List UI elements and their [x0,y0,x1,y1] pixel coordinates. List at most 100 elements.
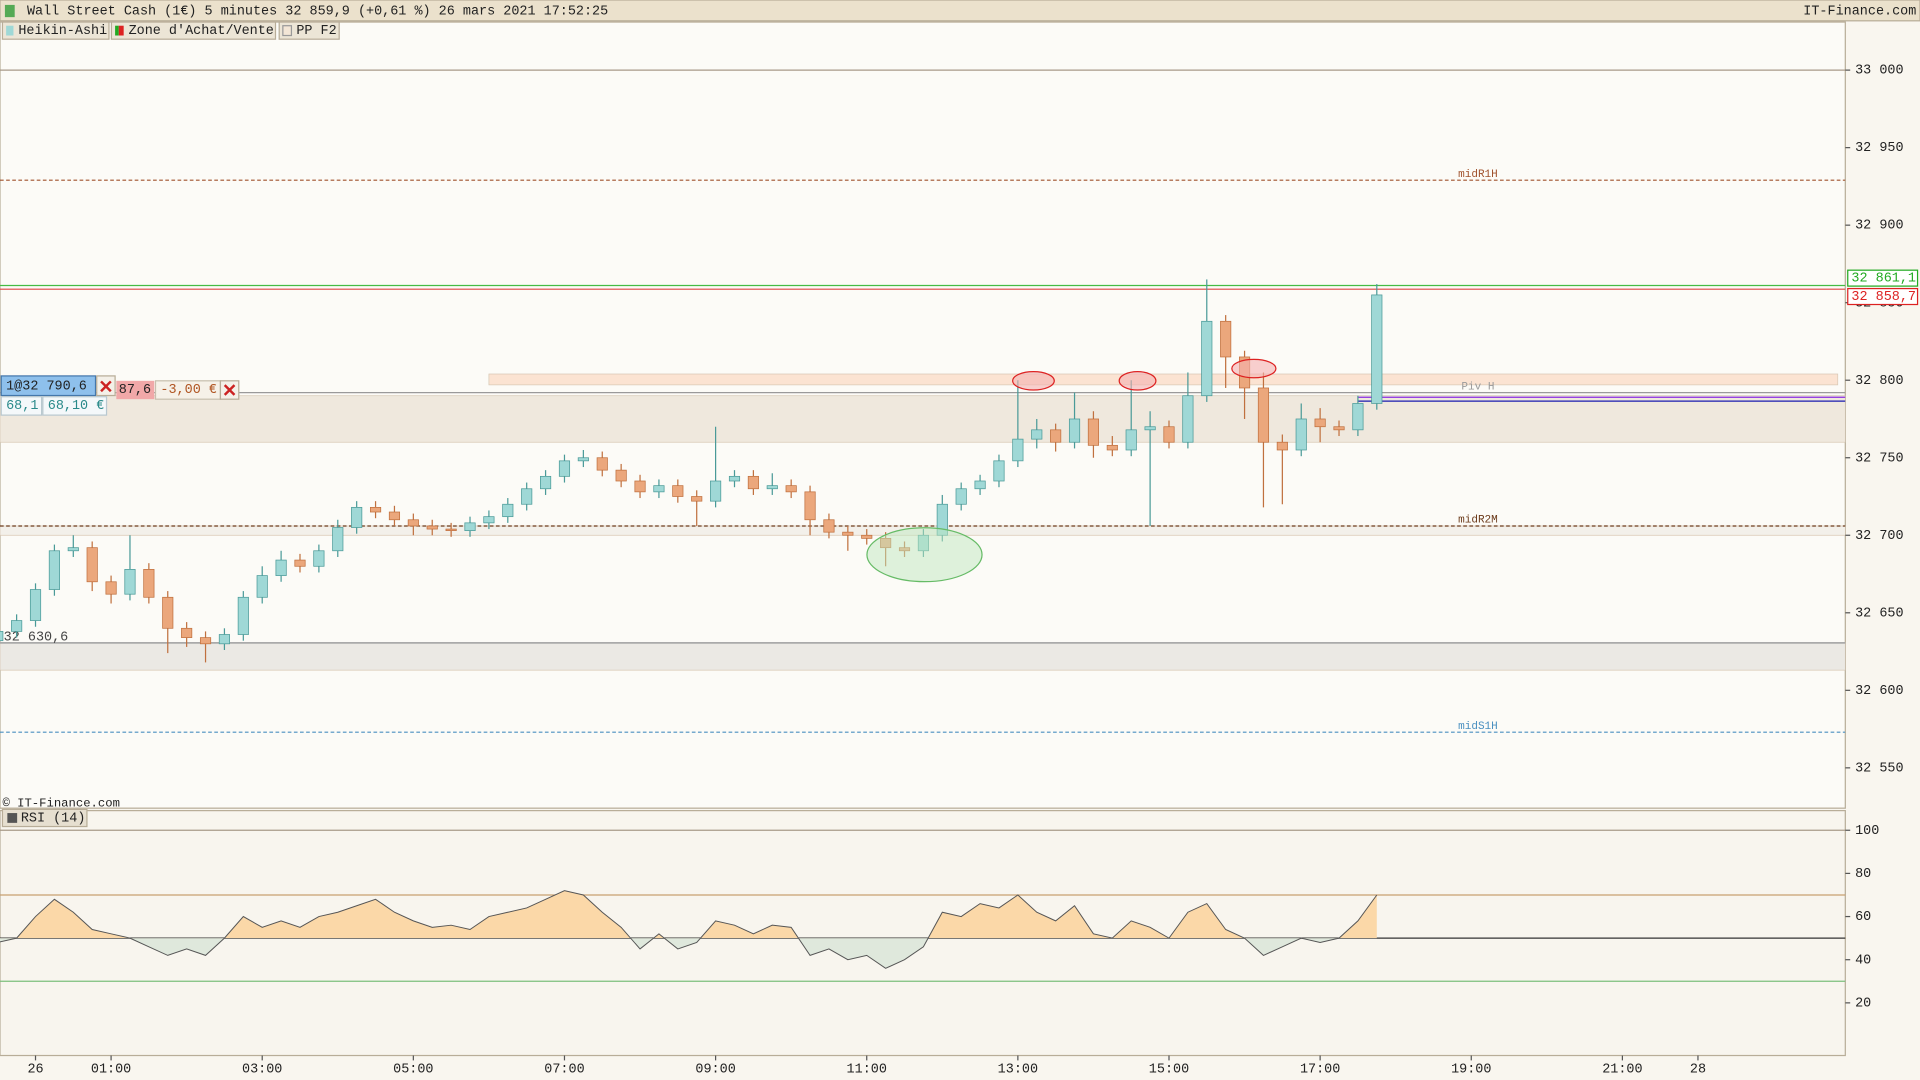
candle-body [540,475,552,490]
candle-body [143,569,155,598]
x-tick-label: 13:00 [998,1063,1038,1078]
candle-body [823,519,835,533]
candle-body [105,581,117,595]
legend-box [278,21,340,40]
annotation-ellipse [1118,371,1157,391]
x-tick-label: 21:00 [1602,1063,1642,1078]
close-icon [223,384,236,396]
candle-body [1125,429,1137,451]
candle-body [728,475,741,482]
candle-body [521,488,533,505]
candle-body [1314,418,1326,428]
candle-body [162,596,174,629]
candle-body [388,511,401,521]
y-tick-label: 32 600 [1855,684,1903,699]
header-brand: IT-Finance.com [1803,5,1916,20]
candle-body [955,488,967,505]
close-icon [100,380,112,393]
level-label: midR1H [1458,169,1498,181]
candle-body [0,631,4,642]
copyright: © IT-Finance.com [2,796,119,810]
y-tick-label: 32 900 [1855,219,1903,234]
candle-body [407,519,419,527]
candle-body [1220,320,1232,358]
legend-box [110,21,277,40]
candle-body [974,480,986,490]
legend: Heikin-Ashi Zone d'Achat/Vente PP F2 [1,21,340,40]
legend-swatch [282,25,293,37]
legend-item: Zone d'Achat/Vente [129,24,274,39]
candle-body [29,589,42,621]
candle-body [294,559,306,567]
rsi-y-tick-label: 80 [1855,867,1871,882]
candle-body [1031,429,1043,440]
annotations [866,358,1277,583]
candle-body [1276,441,1288,451]
legend-swatch [118,25,124,36]
amount: 68,10 € [48,399,105,414]
zone [488,373,1839,386]
candle-body [1106,444,1118,451]
price-tag-label: 32 858,7 [1851,290,1916,305]
candle-body [426,525,438,530]
header-icon [4,4,15,18]
qty-box [0,396,43,416]
candle-body [747,475,759,490]
candle-body [256,575,268,598]
pnl-points: 87,6 [119,383,151,398]
zone [0,642,1846,671]
candle-body [1144,426,1156,431]
order-panel: 1@32 790,6 87,6 -3,00 € 68,1 68,10 € [0,375,240,416]
pnl: -3,00 € [160,383,217,398]
candle-body [577,457,589,462]
candle-body [483,516,495,524]
y-tick-label: 32 750 [1855,451,1903,466]
header-title: Wall Street Cash (1€) 5 minutes 32 859,9… [27,5,608,20]
rsi-legend-box [1,808,88,828]
price-tag-label: 32 861,1 [1851,272,1916,287]
price-tag [1847,269,1919,287]
order-entry-box[interactable] [0,375,97,397]
candle-body [766,485,778,490]
x-tick-label: 11:00 [847,1063,887,1078]
rsi-y-tick-label: 60 [1855,910,1871,925]
candle-body [1050,429,1062,443]
price-tag [1847,287,1919,306]
candle-body [199,637,212,645]
candle-body [332,527,344,552]
level-label: midR2M [1458,515,1498,527]
candle-body [86,547,98,583]
candle-body [1333,426,1345,431]
candle-body [558,460,571,477]
candle-body [710,480,722,502]
candle-body [1371,294,1383,404]
rsi-line [0,890,1378,969]
candle-body [181,627,193,638]
candle-body [634,480,646,493]
legend-item: Heikin-Ashi [18,24,107,39]
candle-body [464,522,476,531]
candle-body [804,491,816,521]
rsi [0,829,1846,982]
x-tick-label: 15:00 [1149,1063,1189,1078]
x-tick-label: 03:00 [242,1063,282,1078]
axes: 32 550 32 600 32 650 32 700 32 750 32 800 32 8… [27,64,1919,1078]
candle-body [1068,418,1081,443]
candle-body [596,457,608,471]
order-entry: 1@32 790,6 [6,379,87,394]
candle-body [1163,426,1175,443]
x-tick-label: 01:00 [91,1063,131,1078]
candle-body [1182,395,1194,443]
rsi-y-tick-label: 20 [1855,996,1871,1011]
candle-body [124,569,136,595]
level-label: Piv H [1461,381,1494,393]
rsi-area-above [16,890,1377,939]
candle-body [275,559,287,576]
candle-body [1012,438,1024,462]
x-tick-label: 05:00 [393,1063,433,1078]
candle-body [842,531,854,536]
qty: 68,1 [6,399,38,414]
x-tick-label: 28 [1690,1063,1706,1078]
legend-swatch [115,25,119,36]
